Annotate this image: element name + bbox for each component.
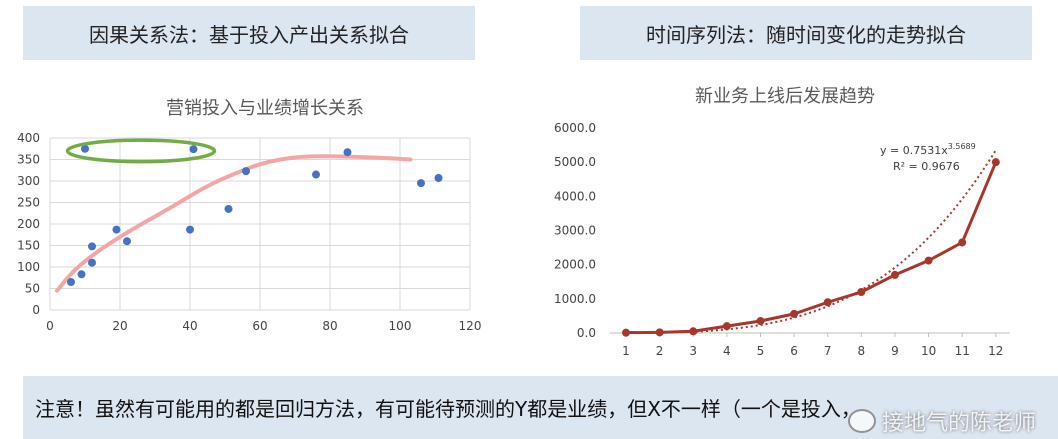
scatter-point xyxy=(343,148,352,157)
scatter-point xyxy=(224,204,233,213)
x-tick-label: 10 xyxy=(921,344,936,358)
marketing-scatter-chart: 0 50 100 150 200 250 300 350 400 0 20 40 60 80 100 120 xyxy=(17,131,482,333)
x-tick-label: 3 xyxy=(689,344,697,358)
trendline-equation: y = 0.7531x3.5689 xyxy=(880,142,976,157)
y-tick-label: 4000.0 xyxy=(554,189,596,203)
scatter-point xyxy=(81,144,89,153)
hand-drawn-trend-line xyxy=(55,154,413,293)
y-tick-label: 50 xyxy=(25,282,40,296)
series-point xyxy=(958,238,967,247)
y-tick-label: 0.0 xyxy=(577,326,596,340)
x-tick-label: 0 xyxy=(46,319,54,333)
watermark: 接地气的陈老师 xyxy=(847,405,1036,437)
new-business-trend-chart: 0.0 1000.0 2000.0 3000.0 4000.0 5000.0 6000.0 1… xyxy=(554,121,1010,358)
causal-method-header: 因果关系法：基于投入产出关系拟合 xyxy=(23,6,475,60)
series-point xyxy=(622,328,630,337)
x-tick-label: 8 xyxy=(858,344,866,358)
x-tick-label: 100 xyxy=(389,319,412,333)
y-tick-label: 400 xyxy=(17,131,40,145)
scatter-chart-title: 营销投入与业绩增长关系 xyxy=(166,98,364,119)
y-tick-label: 3000.0 xyxy=(554,224,596,238)
time-series-method-header: 时间序列法：随时间变化的走势拟合 xyxy=(580,6,1032,60)
series-point xyxy=(756,317,765,326)
scatter-point xyxy=(123,237,131,246)
highlight-ellipse xyxy=(65,138,217,164)
line-chart-title: 新业务上线后发展趋势 xyxy=(695,86,875,107)
note-banner: 注意！虽然有可能用的都是回归方法，有可能待预测的Y都是业绩，但X不一样（一个是投… xyxy=(23,376,1058,439)
scatter-point xyxy=(112,225,121,234)
scatter-point xyxy=(312,170,320,179)
x-tick-label: 9 xyxy=(891,344,899,358)
scatter-point xyxy=(186,225,194,234)
y-tick-label: 250 xyxy=(17,196,40,210)
scatter-point xyxy=(77,270,86,279)
x-tick-label: 12 xyxy=(988,344,1003,358)
wechat-icon xyxy=(847,409,876,433)
series-point xyxy=(722,322,731,331)
x-tick-label: 4 xyxy=(723,344,731,358)
x-tick-label: 40 xyxy=(182,319,197,333)
x-tick-label: 6 xyxy=(790,344,798,358)
series-point xyxy=(991,158,1000,167)
scatter-point xyxy=(434,173,443,182)
scatter-point xyxy=(242,167,250,176)
series-point xyxy=(655,328,664,337)
scatter-point xyxy=(88,258,96,267)
scatter-point xyxy=(67,278,75,287)
y-tick-label: 0 xyxy=(32,303,40,317)
note-text: 注意！虽然有可能用的都是回归方法，有可能待预测的Y都是业绩，但X不一样（一个是投… xyxy=(35,397,861,421)
power-trendline xyxy=(626,149,997,334)
y-tick-label: 5000.0 xyxy=(554,155,596,169)
x-tick-label: 20 xyxy=(112,319,127,333)
x-tick-label: 120 xyxy=(459,319,482,333)
series-point xyxy=(857,288,866,296)
series-point xyxy=(689,327,698,336)
y-tick-label: 200 xyxy=(17,217,40,231)
y-tick-label: 150 xyxy=(17,239,40,253)
series-point xyxy=(924,256,933,265)
y-tick-label: 300 xyxy=(17,174,40,188)
y-tick-label: 1000.0 xyxy=(554,292,596,306)
x-tick-label: 7 xyxy=(824,344,832,358)
scatter-point xyxy=(189,145,198,154)
y-tick-label: 2000.0 xyxy=(554,258,596,272)
x-tick-label: 1 xyxy=(622,344,630,358)
series-line xyxy=(625,161,998,335)
scatter-point xyxy=(88,242,96,251)
series-point xyxy=(890,270,899,279)
trendline-r-squared: R² = 0.9676 xyxy=(893,160,960,173)
watermark-text: 接地气的陈老师 xyxy=(881,411,1036,436)
series-point xyxy=(790,309,799,318)
x-tick-label: 60 xyxy=(252,319,267,333)
x-tick-label: 2 xyxy=(656,344,664,358)
scatter-point xyxy=(417,179,425,188)
y-tick-label: 100 xyxy=(17,260,40,274)
x-tick-label: 80 xyxy=(322,319,337,333)
series-point xyxy=(823,298,832,307)
y-tick-label: 350 xyxy=(17,153,40,167)
y-tick-label: 6000.0 xyxy=(554,121,596,135)
x-tick-label: 5 xyxy=(757,344,765,358)
x-tick-label: 11 xyxy=(955,344,970,358)
